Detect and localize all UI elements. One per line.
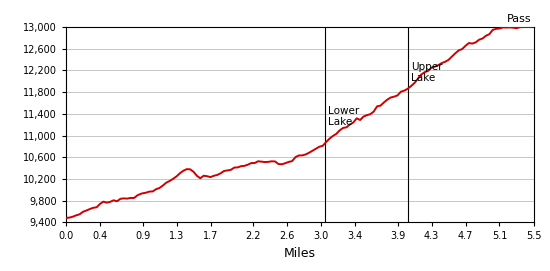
Text: Lower
Lake: Lower Lake <box>328 106 359 127</box>
Text: Upper
Lake: Upper Lake <box>411 62 443 83</box>
X-axis label: Miles: Miles <box>284 247 316 260</box>
Text: Pass: Pass <box>507 14 532 24</box>
